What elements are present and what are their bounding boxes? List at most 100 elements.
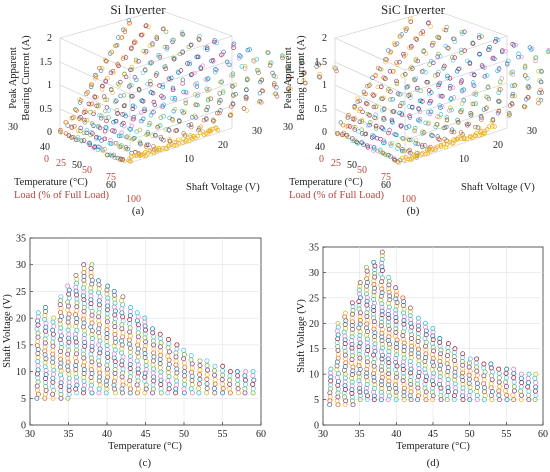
scatter-point — [356, 336, 362, 342]
cloud-point — [468, 110, 473, 116]
cloud-point — [215, 110, 220, 116]
cloud-point — [82, 117, 87, 123]
cloud-point — [382, 140, 388, 145]
cloud-point — [113, 98, 119, 103]
cloud-point — [215, 127, 220, 133]
cloud-point — [375, 148, 381, 154]
cloud-point — [365, 143, 370, 148]
cloud-point — [409, 64, 414, 70]
cloud-point — [133, 57, 139, 62]
cloud-point — [367, 122, 372, 128]
scatter-point — [401, 348, 407, 354]
scatter-point — [452, 346, 458, 352]
scatter-point — [401, 325, 407, 331]
cloud-point — [452, 39, 458, 44]
y-tick-label: 20 — [16, 314, 26, 325]
cloud-point — [510, 91, 516, 97]
scatter-point — [408, 351, 414, 357]
cloud-point — [251, 57, 256, 63]
scatter-point — [386, 363, 392, 369]
panel-a-3d-plot: Si Inverter 0 0.5 1 1.5 2 Peak Appar — [8, 2, 339, 217]
scatter-point — [371, 293, 377, 299]
cloud-point — [70, 135, 76, 140]
cloud-point — [180, 140, 185, 145]
scatter-point — [503, 388, 508, 394]
cloud-point — [406, 104, 412, 109]
cloud-point — [139, 98, 145, 103]
cloud-point — [410, 105, 415, 110]
cloud-point — [213, 67, 218, 72]
cloud-point — [243, 94, 249, 100]
cloud-point — [455, 119, 461, 125]
scatter-point — [379, 304, 385, 310]
cloud-point — [99, 83, 105, 89]
scatter-point — [89, 336, 95, 341]
cloud-point — [183, 89, 189, 95]
cloud-point — [92, 95, 98, 100]
cloud-point — [143, 68, 148, 73]
cloud-point — [245, 77, 250, 82]
cloud-point — [363, 91, 368, 97]
cloud-point — [121, 123, 127, 129]
cloud-point — [94, 94, 99, 100]
scatter-point — [408, 370, 413, 376]
scatter-point — [34, 395, 40, 401]
cloud-point — [429, 146, 435, 152]
cloud-point — [153, 133, 158, 138]
scatter-point — [401, 370, 407, 376]
scatter-point — [371, 374, 377, 380]
scatter-point — [365, 348, 371, 353]
scatter-point — [400, 333, 406, 338]
cloud-point — [459, 88, 465, 93]
scatter-point — [174, 342, 180, 348]
cloud-point — [129, 83, 134, 88]
scatter-point — [342, 364, 348, 369]
cloud-point — [106, 108, 111, 113]
y-tick-label: 0 — [21, 421, 26, 432]
cloud-point — [129, 67, 135, 72]
cloud-point — [218, 98, 223, 103]
scatter-point — [385, 323, 391, 329]
scatter-point — [142, 315, 148, 321]
cloud-point — [300, 60, 305, 66]
scatter-point — [356, 287, 362, 293]
shaft-tick-label: 10 — [459, 154, 469, 165]
cloud-point — [317, 74, 322, 79]
cloud-point — [495, 68, 500, 74]
cloud-point — [392, 158, 398, 163]
cloud-point — [398, 123, 403, 128]
cloud-point — [450, 55, 455, 60]
cloud-point — [479, 115, 484, 120]
cloud-point — [510, 93, 515, 99]
cloud-point — [428, 59, 434, 64]
cloud-point — [94, 135, 99, 140]
cloud-point — [378, 149, 383, 155]
cloud-point — [115, 81, 121, 86]
cloud-point — [192, 92, 198, 97]
cloud-point — [413, 138, 419, 143]
cloud-point — [101, 94, 107, 99]
cloud-point — [258, 79, 263, 85]
cloud-point — [286, 66, 292, 71]
cloud-point — [205, 47, 210, 52]
scatter-point — [372, 285, 378, 291]
scatter-point — [357, 385, 362, 391]
scatter-point — [197, 376, 203, 382]
cloud-point — [489, 124, 495, 129]
scatter-point — [416, 369, 422, 375]
cloud-point — [456, 66, 461, 72]
cloud-point — [536, 97, 541, 102]
cloud-point — [479, 117, 484, 122]
cloud-point — [145, 130, 151, 135]
cloud-point — [436, 84, 441, 89]
scatter-point — [394, 348, 400, 354]
cloud-point — [441, 27, 447, 33]
temp-tick-label: 40 — [40, 142, 50, 153]
cloud-point — [381, 115, 386, 121]
cloud-point — [481, 107, 487, 112]
cloud-point — [470, 82, 476, 88]
cloud-point — [477, 51, 482, 57]
scatter-point — [393, 326, 399, 332]
panel-a-load-label: Load (% of Full Load) — [14, 190, 110, 201]
cloud-point — [428, 109, 434, 115]
